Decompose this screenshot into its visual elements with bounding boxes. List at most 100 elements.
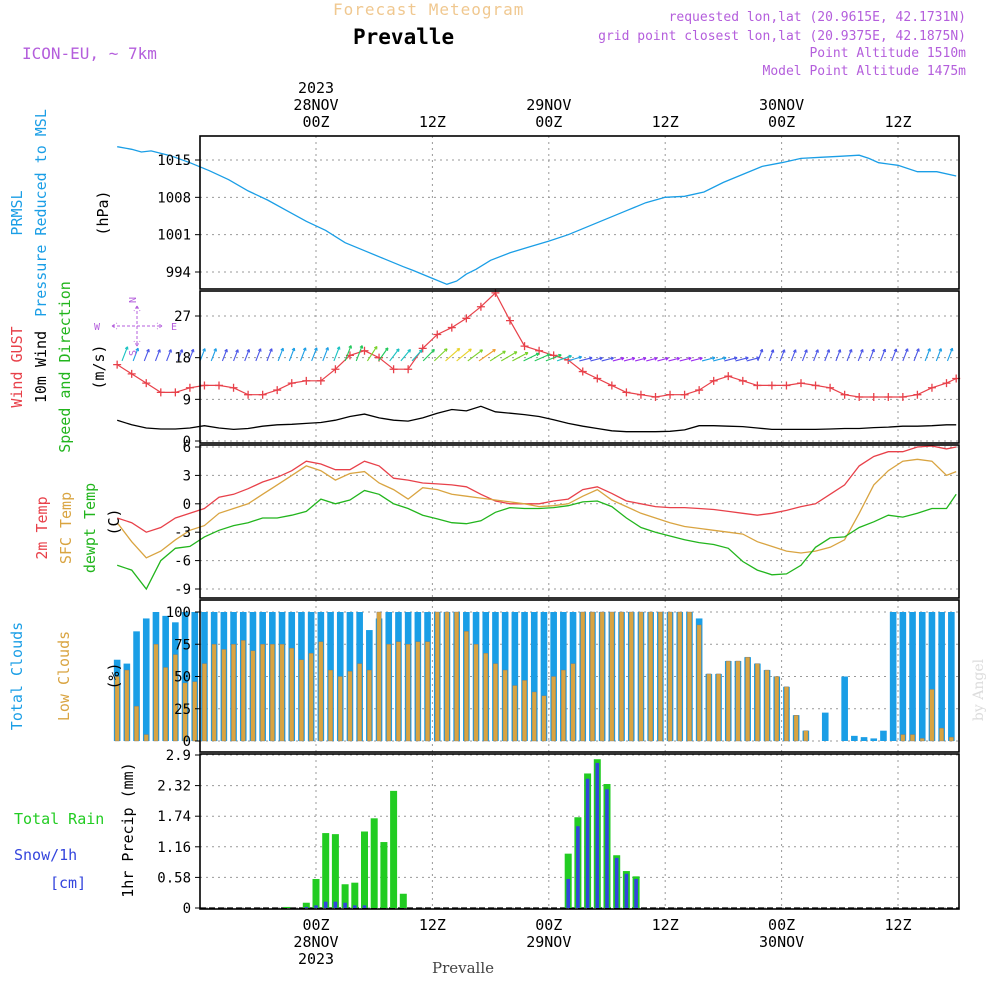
wind-direction-arrow bbox=[221, 349, 228, 362]
wind-panel-frame bbox=[199, 290, 960, 444]
wind-arrow-head bbox=[688, 356, 692, 361]
snow-bar bbox=[343, 902, 347, 908]
bottom-time-label: 12Z bbox=[652, 916, 679, 934]
wind-arrow-head bbox=[916, 348, 920, 352]
wind-arrow-head bbox=[502, 350, 506, 355]
wind-arrow-head bbox=[336, 346, 341, 350]
temperature-label: 2m Temp bbox=[33, 496, 51, 559]
wind-direction-arrow bbox=[601, 357, 614, 362]
top-time-label: 12Z bbox=[884, 113, 911, 131]
wind-direction-arrow bbox=[813, 349, 819, 362]
y-tick-label: 50 bbox=[174, 670, 191, 686]
wind-arrow-head bbox=[418, 349, 423, 353]
point-altitude: Point Altitude 1510m bbox=[809, 46, 966, 61]
snow-bar bbox=[585, 778, 590, 908]
snow-bar bbox=[566, 878, 570, 908]
y-tick-label: 3 bbox=[183, 468, 191, 484]
wind-direction-arrow bbox=[333, 346, 340, 362]
y-tick-label: 1008 bbox=[157, 190, 191, 206]
wind-direction-arrow bbox=[500, 351, 518, 362]
wind-arrow-head bbox=[815, 349, 819, 353]
wind-direction-arrow bbox=[121, 346, 129, 362]
wind-arrow-head bbox=[665, 356, 669, 361]
low-cloud-bar bbox=[357, 663, 363, 742]
wind-direction-arrow bbox=[199, 348, 206, 362]
gust-point bbox=[447, 323, 456, 332]
low-cloud-bar bbox=[919, 738, 925, 742]
wind-arrow-head bbox=[792, 349, 797, 353]
precip-axis-label: 1hr Precip (mm) bbox=[119, 762, 137, 897]
wind-arrow-head bbox=[938, 348, 943, 352]
gust-point bbox=[331, 365, 340, 374]
wind-arrow-head bbox=[384, 347, 389, 351]
rain-bar bbox=[341, 884, 349, 908]
location-title: Prevalle bbox=[353, 25, 455, 49]
low-cloud-bar bbox=[560, 669, 566, 742]
low-cloud-bar bbox=[221, 649, 227, 742]
wind-rose-s: S bbox=[128, 350, 139, 356]
temperature-label: dewpt Temp bbox=[81, 483, 99, 573]
clouds-panel-frame bbox=[199, 599, 960, 753]
wind-direction-arrow bbox=[657, 357, 669, 362]
wind-direction-arrow bbox=[422, 349, 435, 362]
wind-direction-arrow bbox=[746, 357, 760, 362]
gust-point bbox=[869, 393, 878, 402]
wind-arrow-head bbox=[513, 351, 518, 355]
low-cloud-bar bbox=[299, 659, 304, 742]
wind-direction-arrow bbox=[824, 349, 830, 362]
bottom-time-label: 00Z bbox=[535, 916, 562, 934]
y-tick-label: 0 bbox=[183, 734, 191, 750]
low-cloud-bar bbox=[735, 660, 741, 742]
wind-direction-arrow bbox=[188, 349, 194, 362]
wind-direction-arrow bbox=[210, 348, 217, 362]
y-tick-label: 1015 bbox=[157, 153, 191, 169]
gust-point bbox=[898, 393, 907, 402]
y-tick-label: 18 bbox=[174, 351, 191, 367]
wind-label: 10m Wind bbox=[32, 331, 50, 403]
gust-point bbox=[811, 381, 820, 390]
low-cloud-bar bbox=[929, 689, 935, 742]
bottom-time-label: 12Z bbox=[884, 916, 911, 934]
total-cloud-bar bbox=[841, 676, 848, 741]
total-cloud-bar bbox=[530, 612, 538, 741]
wind-arrow-head bbox=[314, 347, 318, 351]
total-cloud-bar bbox=[540, 612, 548, 741]
gridpoint-coords: grid point closest lon,lat (20.9375E, 42… bbox=[598, 29, 966, 44]
snow-bar bbox=[634, 878, 638, 908]
gust-point bbox=[200, 381, 209, 390]
wind-direction-arrow bbox=[735, 357, 749, 362]
wind-direction-arrow bbox=[545, 354, 562, 362]
wind-arrow-head bbox=[770, 349, 775, 353]
gust-point bbox=[316, 376, 325, 385]
gust-point bbox=[797, 379, 805, 388]
y-tick-label: 1001 bbox=[157, 228, 191, 244]
gust-point bbox=[113, 360, 122, 369]
wind-direction-arrow bbox=[623, 357, 635, 362]
total-cloud-bar bbox=[511, 612, 519, 741]
wind-arrow-head bbox=[826, 349, 831, 353]
low-cloud-bar bbox=[192, 681, 198, 742]
wind-direction-arrow bbox=[835, 349, 841, 362]
low-cloud-bar bbox=[725, 660, 731, 742]
wind-arrow-head bbox=[558, 353, 562, 358]
wind-rose-cross bbox=[111, 305, 163, 347]
wind-arrow-head bbox=[213, 348, 217, 352]
wind-direction-arrow bbox=[880, 348, 886, 362]
y-tick-label: 994 bbox=[166, 265, 191, 281]
wind-arrow-head bbox=[431, 348, 435, 353]
top-time-label: 30NOV bbox=[759, 96, 804, 114]
model-label: ICON-EU, ~ 7km bbox=[22, 44, 157, 63]
gust-point bbox=[418, 344, 427, 353]
wind-arrow-head bbox=[179, 349, 184, 353]
wind-direction-arrow bbox=[902, 348, 909, 362]
rain-bar bbox=[302, 902, 310, 908]
low-cloud-bar bbox=[628, 611, 634, 742]
wind-direction-arrow bbox=[456, 348, 472, 362]
total-cloud-bar bbox=[909, 612, 916, 741]
y-tick-label: -3 bbox=[174, 525, 191, 541]
rain-bar bbox=[399, 893, 407, 908]
clouds-unit-label: (%) bbox=[105, 662, 123, 689]
wind-arrow-head bbox=[479, 349, 484, 353]
wind-arrow-head bbox=[676, 356, 680, 361]
low-cloud-bar bbox=[599, 611, 605, 742]
